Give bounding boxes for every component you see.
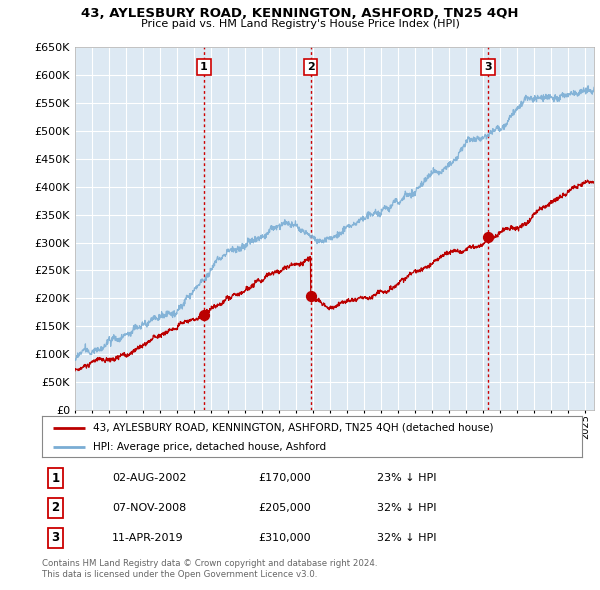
Text: 02-AUG-2002: 02-AUG-2002 (112, 473, 187, 483)
Text: 32% ↓ HPI: 32% ↓ HPI (377, 503, 436, 513)
Text: 3: 3 (484, 62, 492, 72)
Text: 1: 1 (200, 62, 208, 72)
Text: 43, AYLESBURY ROAD, KENNINGTON, ASHFORD, TN25 4QH (detached house): 43, AYLESBURY ROAD, KENNINGTON, ASHFORD,… (94, 422, 494, 432)
Text: 2: 2 (307, 62, 314, 72)
Text: 11-APR-2019: 11-APR-2019 (112, 533, 184, 543)
Text: £170,000: £170,000 (258, 473, 311, 483)
Text: 07-NOV-2008: 07-NOV-2008 (112, 503, 187, 513)
Text: £205,000: £205,000 (258, 503, 311, 513)
Point (306, 291, 316, 300)
Text: Contains HM Land Registry data © Crown copyright and database right 2024.: Contains HM Land Registry data © Crown c… (42, 559, 377, 568)
Point (199, 310, 209, 320)
Text: This data is licensed under the Open Government Licence v3.0.: This data is licensed under the Open Gov… (42, 570, 317, 579)
Text: 2: 2 (52, 502, 59, 514)
Text: 32% ↓ HPI: 32% ↓ HPI (377, 533, 436, 543)
Text: 23% ↓ HPI: 23% ↓ HPI (377, 473, 436, 483)
Text: 43, AYLESBURY ROAD, KENNINGTON, ASHFORD, TN25 4QH: 43, AYLESBURY ROAD, KENNINGTON, ASHFORD,… (81, 7, 519, 20)
Text: Price paid vs. HM Land Registry's House Price Index (HPI): Price paid vs. HM Land Registry's House … (140, 19, 460, 29)
Text: 3: 3 (52, 532, 59, 545)
Point (483, 232, 493, 242)
Text: HPI: Average price, detached house, Ashford: HPI: Average price, detached house, Ashf… (94, 442, 326, 452)
Text: £310,000: £310,000 (258, 533, 311, 543)
Text: 1: 1 (52, 471, 59, 484)
